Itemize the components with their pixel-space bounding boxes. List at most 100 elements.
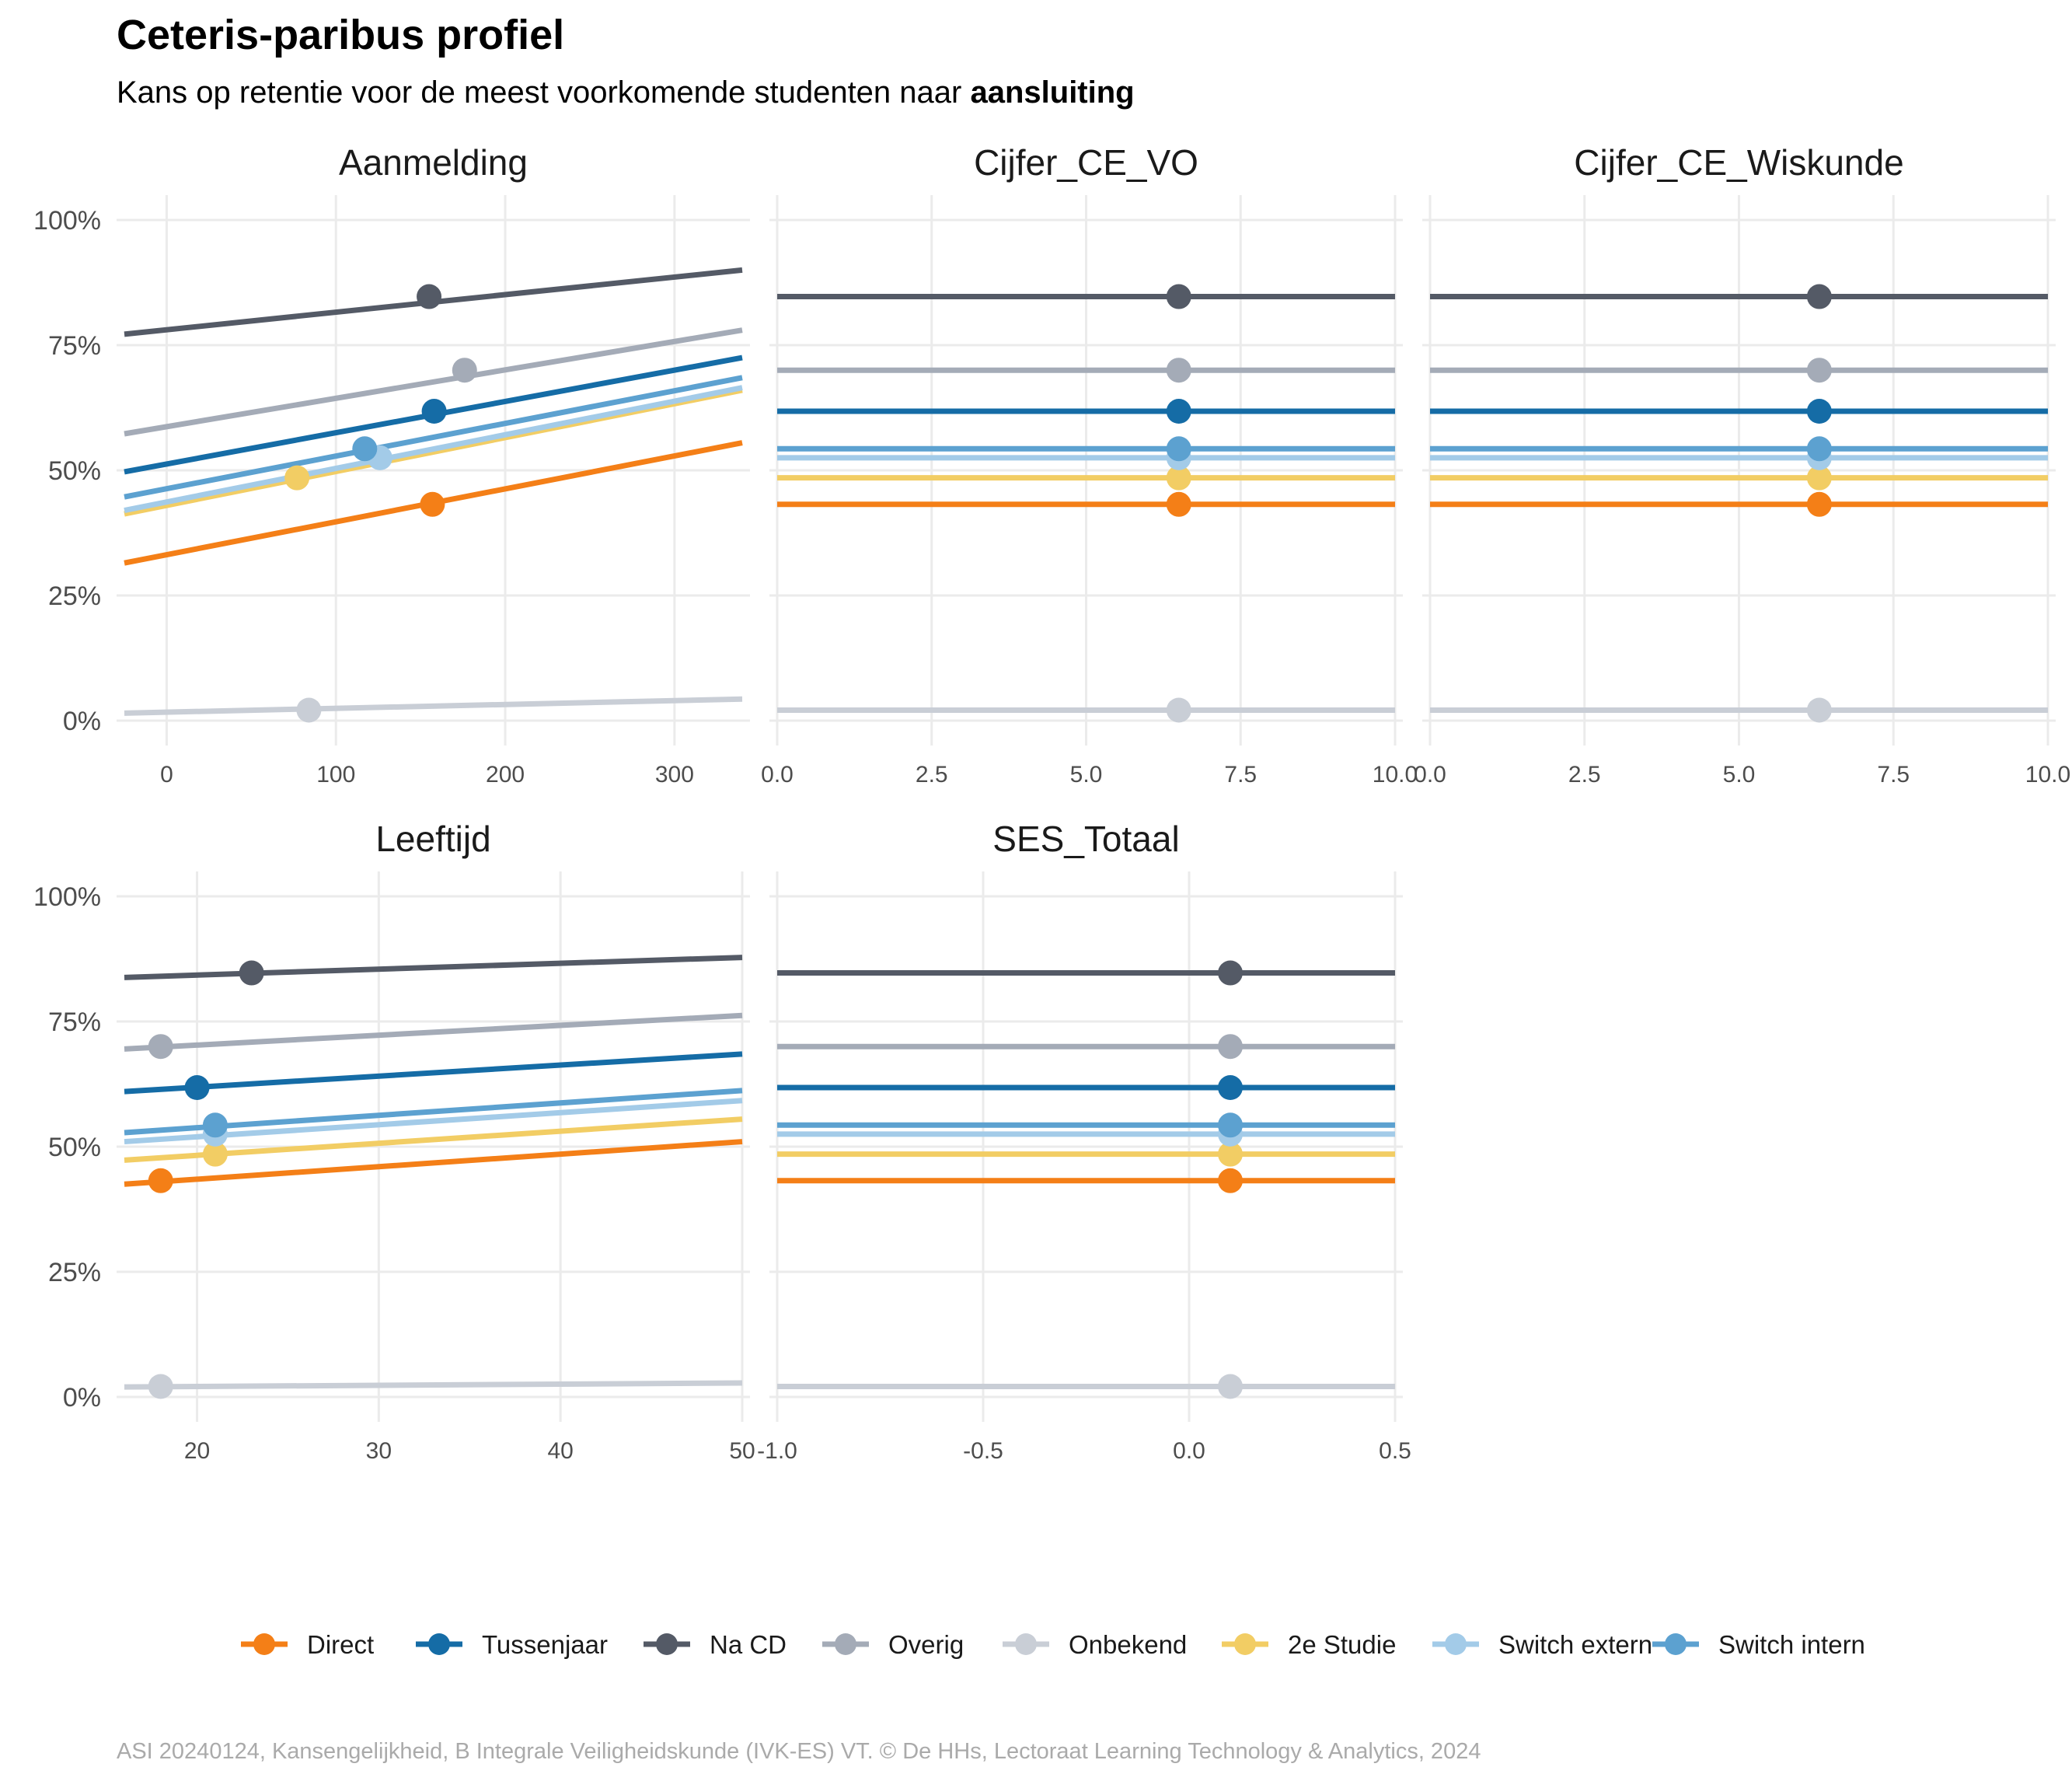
series-point-onbekend — [148, 1374, 173, 1399]
series-line-direct — [124, 1139, 743, 1187]
facet-title-cijfer-ce-wiskunde: Cijfer_CE_Wiskunde — [1574, 142, 1903, 183]
series-line-overig — [124, 327, 743, 437]
series-point-na-cd — [1806, 284, 1832, 309]
series-point-overig — [148, 1034, 173, 1060]
legend-label: Na CD — [710, 1630, 787, 1659]
subtitle-prefix: Kans op retentie voor de meest voorkomen… — [117, 75, 970, 110]
y-tick-label: 50% — [48, 1133, 101, 1162]
x-tick-label: 30 — [366, 1438, 392, 1464]
legend-label: Tussenjaar — [482, 1630, 608, 1659]
legend-label: Switch extern — [1498, 1630, 1652, 1659]
series-point-tussenjaar — [1806, 399, 1832, 424]
y-tick-label: 100% — [33, 206, 101, 236]
series-point-direct — [1218, 1168, 1243, 1193]
legend-item-overig: Overig — [822, 1630, 964, 1659]
legend-key-point — [1665, 1633, 1687, 1655]
series-point-tussenjaar — [421, 399, 447, 424]
series-point-switch-intern — [352, 436, 378, 462]
series-point-tussenjaar — [184, 1075, 210, 1101]
series-point-overig — [452, 358, 477, 383]
series-point-overig — [1218, 1034, 1243, 1060]
legend-label: Switch intern — [1718, 1630, 1865, 1659]
y-tick-label: 75% — [48, 331, 101, 361]
y-tick-label: 25% — [48, 1258, 101, 1287]
facet-ses-totaal: SES_Totaal -1.0 -0.5 0.0 0.5 — [757, 819, 1411, 1464]
series-line-switch-intern — [124, 375, 743, 500]
x-tick-label: 10.0 — [1373, 762, 1418, 787]
series-point-onbekend — [1218, 1374, 1243, 1399]
legend-key-point — [1015, 1633, 1037, 1655]
series-line-onbekend — [124, 696, 743, 716]
y-tick-label: 75% — [48, 1007, 101, 1037]
x-tick-label: 0.0 — [1173, 1438, 1205, 1464]
series-point-switch-intern — [1806, 436, 1832, 462]
series-point-switch-intern — [1218, 1112, 1243, 1138]
x-tick-label: 40 — [547, 1438, 573, 1464]
series-point-na-cd — [1218, 960, 1243, 986]
facet-panels: Aanmelding 0% 25% 50% 75% 100% 0 100 200 300 Cijfe… — [33, 142, 2070, 1464]
y-tick-label: 100% — [33, 882, 101, 912]
x-tick-label: 20 — [184, 1438, 210, 1464]
series-point-direct — [420, 491, 445, 517]
series-point-tussenjaar — [1218, 1075, 1243, 1101]
facet-aanmelding: Aanmelding 0% 25% 50% 75% 100% 0 100 200 300 — [33, 142, 750, 787]
facet-title-cijfer-ce-vo: Cijfer_CE_VO — [974, 142, 1198, 183]
subtitle-bold: aansluiting — [970, 75, 1134, 110]
legend-key-point — [1234, 1633, 1256, 1655]
facet-cijfer-ce-wiskunde: Cijfer_CE_Wiskunde 0.0 2.5 5.0 7.5 10.0 — [1414, 142, 2070, 787]
series-point-switch-intern — [202, 1112, 228, 1138]
x-tick-label: 5.0 — [1070, 762, 1103, 787]
legend-key-point — [835, 1633, 856, 1655]
series-point-overig — [1806, 358, 1832, 383]
x-tick-label: 10.0 — [2025, 762, 2070, 787]
series-line-na-cd — [124, 955, 743, 980]
y-tick-label: 0% — [63, 707, 101, 736]
legend-item-direct: Direct — [241, 1630, 374, 1659]
legend-label: Direct — [307, 1630, 374, 1659]
series-point-onbekend — [1166, 697, 1191, 723]
series-point-switch-intern — [1166, 436, 1191, 462]
series-point-na-cd — [1166, 284, 1191, 309]
legend-label: Overig — [888, 1630, 964, 1659]
legend-key-point — [656, 1633, 678, 1655]
series-point-na-cd — [239, 960, 264, 986]
series-point-2e-studie — [1166, 465, 1191, 491]
series-point-direct — [1166, 491, 1191, 517]
x-tick-label: -1.0 — [757, 1438, 797, 1464]
x-tick-label: 7.5 — [1224, 762, 1257, 787]
series-line-onbekend — [124, 1380, 743, 1390]
series-point-overig — [1166, 358, 1191, 383]
x-tick-label: 5.0 — [1723, 762, 1756, 787]
x-tick-label: -0.5 — [963, 1438, 1003, 1464]
legend-item-onbekend: Onbekend — [1003, 1630, 1187, 1659]
series-line-overig — [124, 1012, 743, 1052]
series-line-switch-extern — [124, 385, 743, 513]
y-tick-label: 25% — [48, 581, 101, 611]
legend-item-tussenjaar: Tussenjaar — [416, 1630, 608, 1659]
facet-title-ses-totaal: SES_Totaal — [992, 819, 1179, 859]
chart-caption: ASI 20240124, Kansengelijkheid, B Integr… — [117, 1739, 1481, 1764]
legend-item-na-cd: Na CD — [644, 1630, 787, 1659]
x-tick-label: 2.5 — [1568, 762, 1601, 787]
x-tick-label: 300 — [655, 762, 694, 787]
series-point-direct — [148, 1168, 173, 1193]
facet-cijfer-ce-vo: Cijfer_CE_VO 0.0 2.5 5.0 7.5 10.0 — [761, 142, 1418, 787]
legend-label: 2e Studie — [1288, 1630, 1396, 1659]
x-tick-label: 0 — [160, 762, 173, 787]
legend-item-2e-studie: 2e Studie — [1222, 1630, 1396, 1659]
legend-key-point — [428, 1633, 450, 1655]
series-point-tussenjaar — [1166, 399, 1191, 424]
series-point-onbekend — [296, 697, 322, 723]
series-point-direct — [1806, 491, 1832, 517]
series-point-na-cd — [417, 284, 442, 309]
y-tick-label: 50% — [48, 456, 101, 486]
x-tick-label: 100 — [316, 762, 355, 787]
legend-item-switch-extern: Switch extern — [1432, 1630, 1652, 1659]
chart-subtitle: Kans op retentie voor de meest voorkomen… — [117, 75, 1135, 110]
series-point-onbekend — [1806, 697, 1832, 723]
x-tick-label: 0.5 — [1379, 1438, 1411, 1464]
x-tick-label: 2.5 — [916, 762, 948, 787]
y-tick-label: 0% — [63, 1383, 101, 1413]
facet-leeftijd: Leeftijd 0% 25% 50% 75% 100% 20 30 40 50 — [33, 819, 755, 1464]
series-point-2e-studie — [284, 465, 310, 491]
